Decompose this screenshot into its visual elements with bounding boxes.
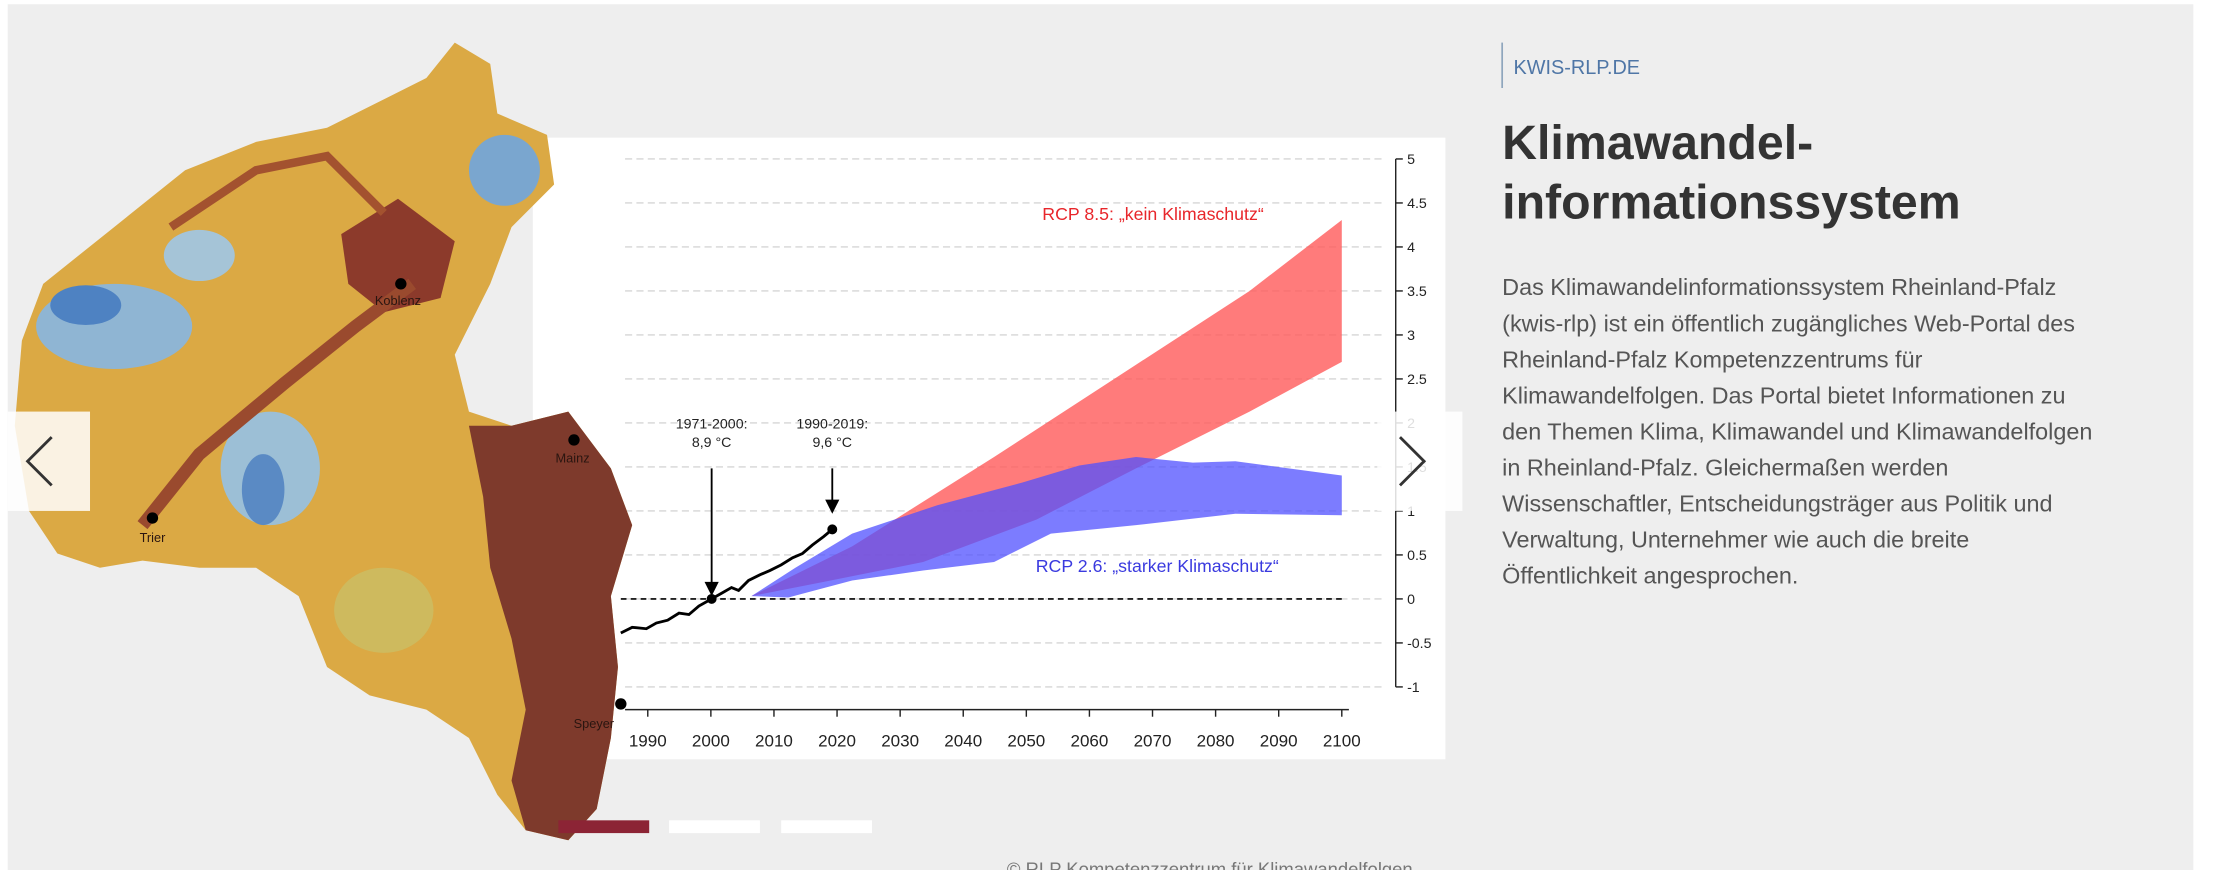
y-tick-label: 0: [1407, 592, 1415, 608]
y-tick-label: 2.5: [1407, 372, 1427, 388]
y-tick-label: 3.5: [1407, 284, 1427, 300]
title: informationssystem: [1502, 176, 1961, 230]
x-tick-label: 2030: [881, 732, 919, 751]
description-line: Verwaltung, Unternehmer wie auch die bre…: [1502, 527, 1969, 553]
x-tick-label: 2070: [1134, 732, 1172, 751]
map-relief: [242, 454, 285, 525]
x-tick-label: 1990: [629, 732, 667, 751]
x-tick-label: 2050: [1007, 732, 1045, 751]
x-tick-label: 2040: [944, 732, 982, 751]
slide-indicator[interactable]: [781, 820, 872, 833]
prev-button[interactable]: [8, 412, 90, 511]
title: Klimawandel-: [1502, 116, 1813, 170]
chart-bg: [533, 138, 1446, 760]
slide-chart: 1971-2000: 8,9 °C 1990-2019: 9,6 °C RCP …: [533, 138, 1446, 760]
city-dot: [615, 698, 626, 709]
city-dot: [568, 434, 579, 445]
x-tick-label: 2080: [1197, 732, 1235, 751]
city-label: Trier: [140, 530, 167, 545]
scenario-label: RCP 2.6: „starker Klimaschutz“: [1036, 556, 1279, 576]
city-dot: [395, 278, 406, 289]
x-tick-label: 2020: [818, 732, 856, 751]
y-tick-label: -0.5: [1407, 636, 1432, 652]
slide-indicator[interactable]: [669, 820, 760, 833]
x-tick-label: 2060: [1070, 732, 1108, 751]
scenario-label: RCP 8.5: „kein Klimaschutz“: [1042, 204, 1264, 224]
y-tick-label: 4: [1407, 240, 1415, 256]
map-relief: [469, 135, 540, 206]
slide-indicator-active[interactable]: [558, 820, 649, 833]
description-line: den Themen Klima, Klimawandel und Klimaw…: [1502, 418, 2092, 444]
x-tick-label: 2010: [755, 732, 793, 751]
city-label: Speyer: [574, 716, 615, 731]
y-tick-label: 5: [1407, 152, 1415, 168]
next-button[interactable]: [1377, 412, 1462, 511]
y-tick-label: 3: [1407, 328, 1415, 344]
description-line: Klimawandelfolgen. Das Portal bietet Inf…: [1502, 382, 2065, 408]
point: [707, 594, 717, 604]
annotation-temp: 9,6 °C: [812, 435, 852, 451]
x-tick-label: 2000: [692, 732, 730, 751]
caption: © RLP Kompetenzzentrum für Klimawandelfo…: [1007, 859, 1413, 870]
description-line: in Rheinland-Pfalz. Gleichermaßen werden: [1502, 454, 1948, 480]
screen: 1971-2000: 8,9 °C 1990-2019: 9,6 °C RCP …: [0, 0, 2228, 870]
description-line: Öffentlichkeit angesprochen.: [1502, 563, 1798, 589]
map-relief: [164, 230, 235, 281]
city-label: Mainz: [556, 451, 590, 466]
annotation-period: 1971-2000:: [676, 417, 748, 433]
city-label: Koblenz: [375, 293, 421, 308]
x-tick-label: 2100: [1323, 732, 1361, 751]
point: [827, 524, 837, 534]
y-tick-label: 4.5: [1407, 196, 1427, 212]
map-relief: [334, 568, 433, 653]
y-tick-label: 0.5: [1407, 548, 1427, 564]
annotation-temp: 8,9 °C: [692, 435, 732, 451]
description-line: Rheinland-Pfalz Kompetenzzentrums für: [1502, 346, 1922, 372]
description-line: (kwis-rlp) ist ein öffentlich zugänglich…: [1502, 310, 2075, 336]
description-line: Das Klimawandelinformationssystem Rheinl…: [1502, 274, 2056, 300]
description-line: Wissenschaftler, Entscheidungsträger aus…: [1502, 490, 2052, 516]
source-label[interactable]: KWIS-RLP.DE: [1514, 57, 1641, 79]
page: 1971-2000: 8,9 °C 1990-2019: 9,6 °C RCP …: [0, 0, 2228, 870]
city-dot: [147, 512, 158, 523]
annotation-period: 1990-2019:: [796, 417, 868, 433]
y-tick-label: -1: [1407, 680, 1420, 696]
x-tick-label: 2090: [1260, 732, 1298, 751]
prev-button-bg[interactable]: [8, 412, 90, 511]
map-relief: [50, 285, 121, 325]
next-button-bg[interactable]: [1377, 412, 1462, 511]
